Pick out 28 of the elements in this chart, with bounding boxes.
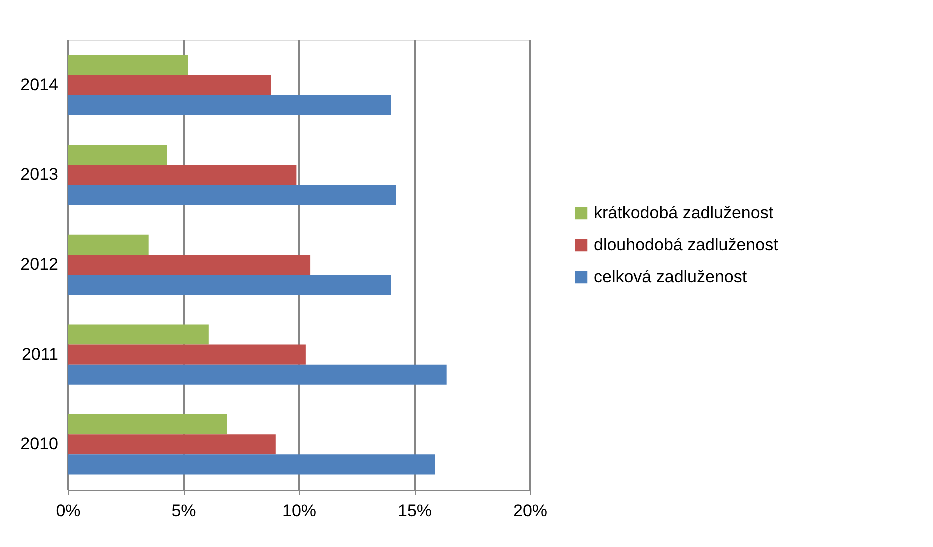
x-tick-label: 20%: [513, 502, 548, 520]
legend-label: celková zadluženost: [594, 268, 748, 286]
bar: [68, 454, 436, 475]
y-tick-label: 2012: [20, 255, 58, 274]
bar: [68, 344, 306, 365]
bar: [68, 434, 276, 455]
bar: [68, 364, 447, 385]
bar: [68, 324, 209, 345]
legend-label: krátkodobá zadluženost: [594, 204, 774, 222]
bar: [68, 165, 297, 186]
y-tick-label: 2010: [20, 434, 58, 454]
y-tick-label: 2013: [20, 165, 58, 184]
bar: [68, 145, 168, 166]
legend-label: dlouhodobá zadluženost: [594, 236, 779, 254]
x-tick-label: 10%: [282, 502, 317, 520]
bar: [68, 95, 392, 116]
x-tick-label: 0%: [56, 502, 81, 520]
bar: [68, 75, 272, 96]
bar: [68, 55, 188, 76]
bar: [68, 254, 311, 276]
y-tick-label: 2014: [20, 75, 58, 94]
bar: [68, 185, 396, 206]
y-tick-label: 2011: [22, 344, 58, 364]
bar: [68, 275, 392, 296]
x-tick-label: 5%: [172, 502, 196, 520]
bar: [68, 414, 228, 435]
bar: [68, 234, 149, 255]
x-tick-label: 15%: [398, 502, 432, 520]
